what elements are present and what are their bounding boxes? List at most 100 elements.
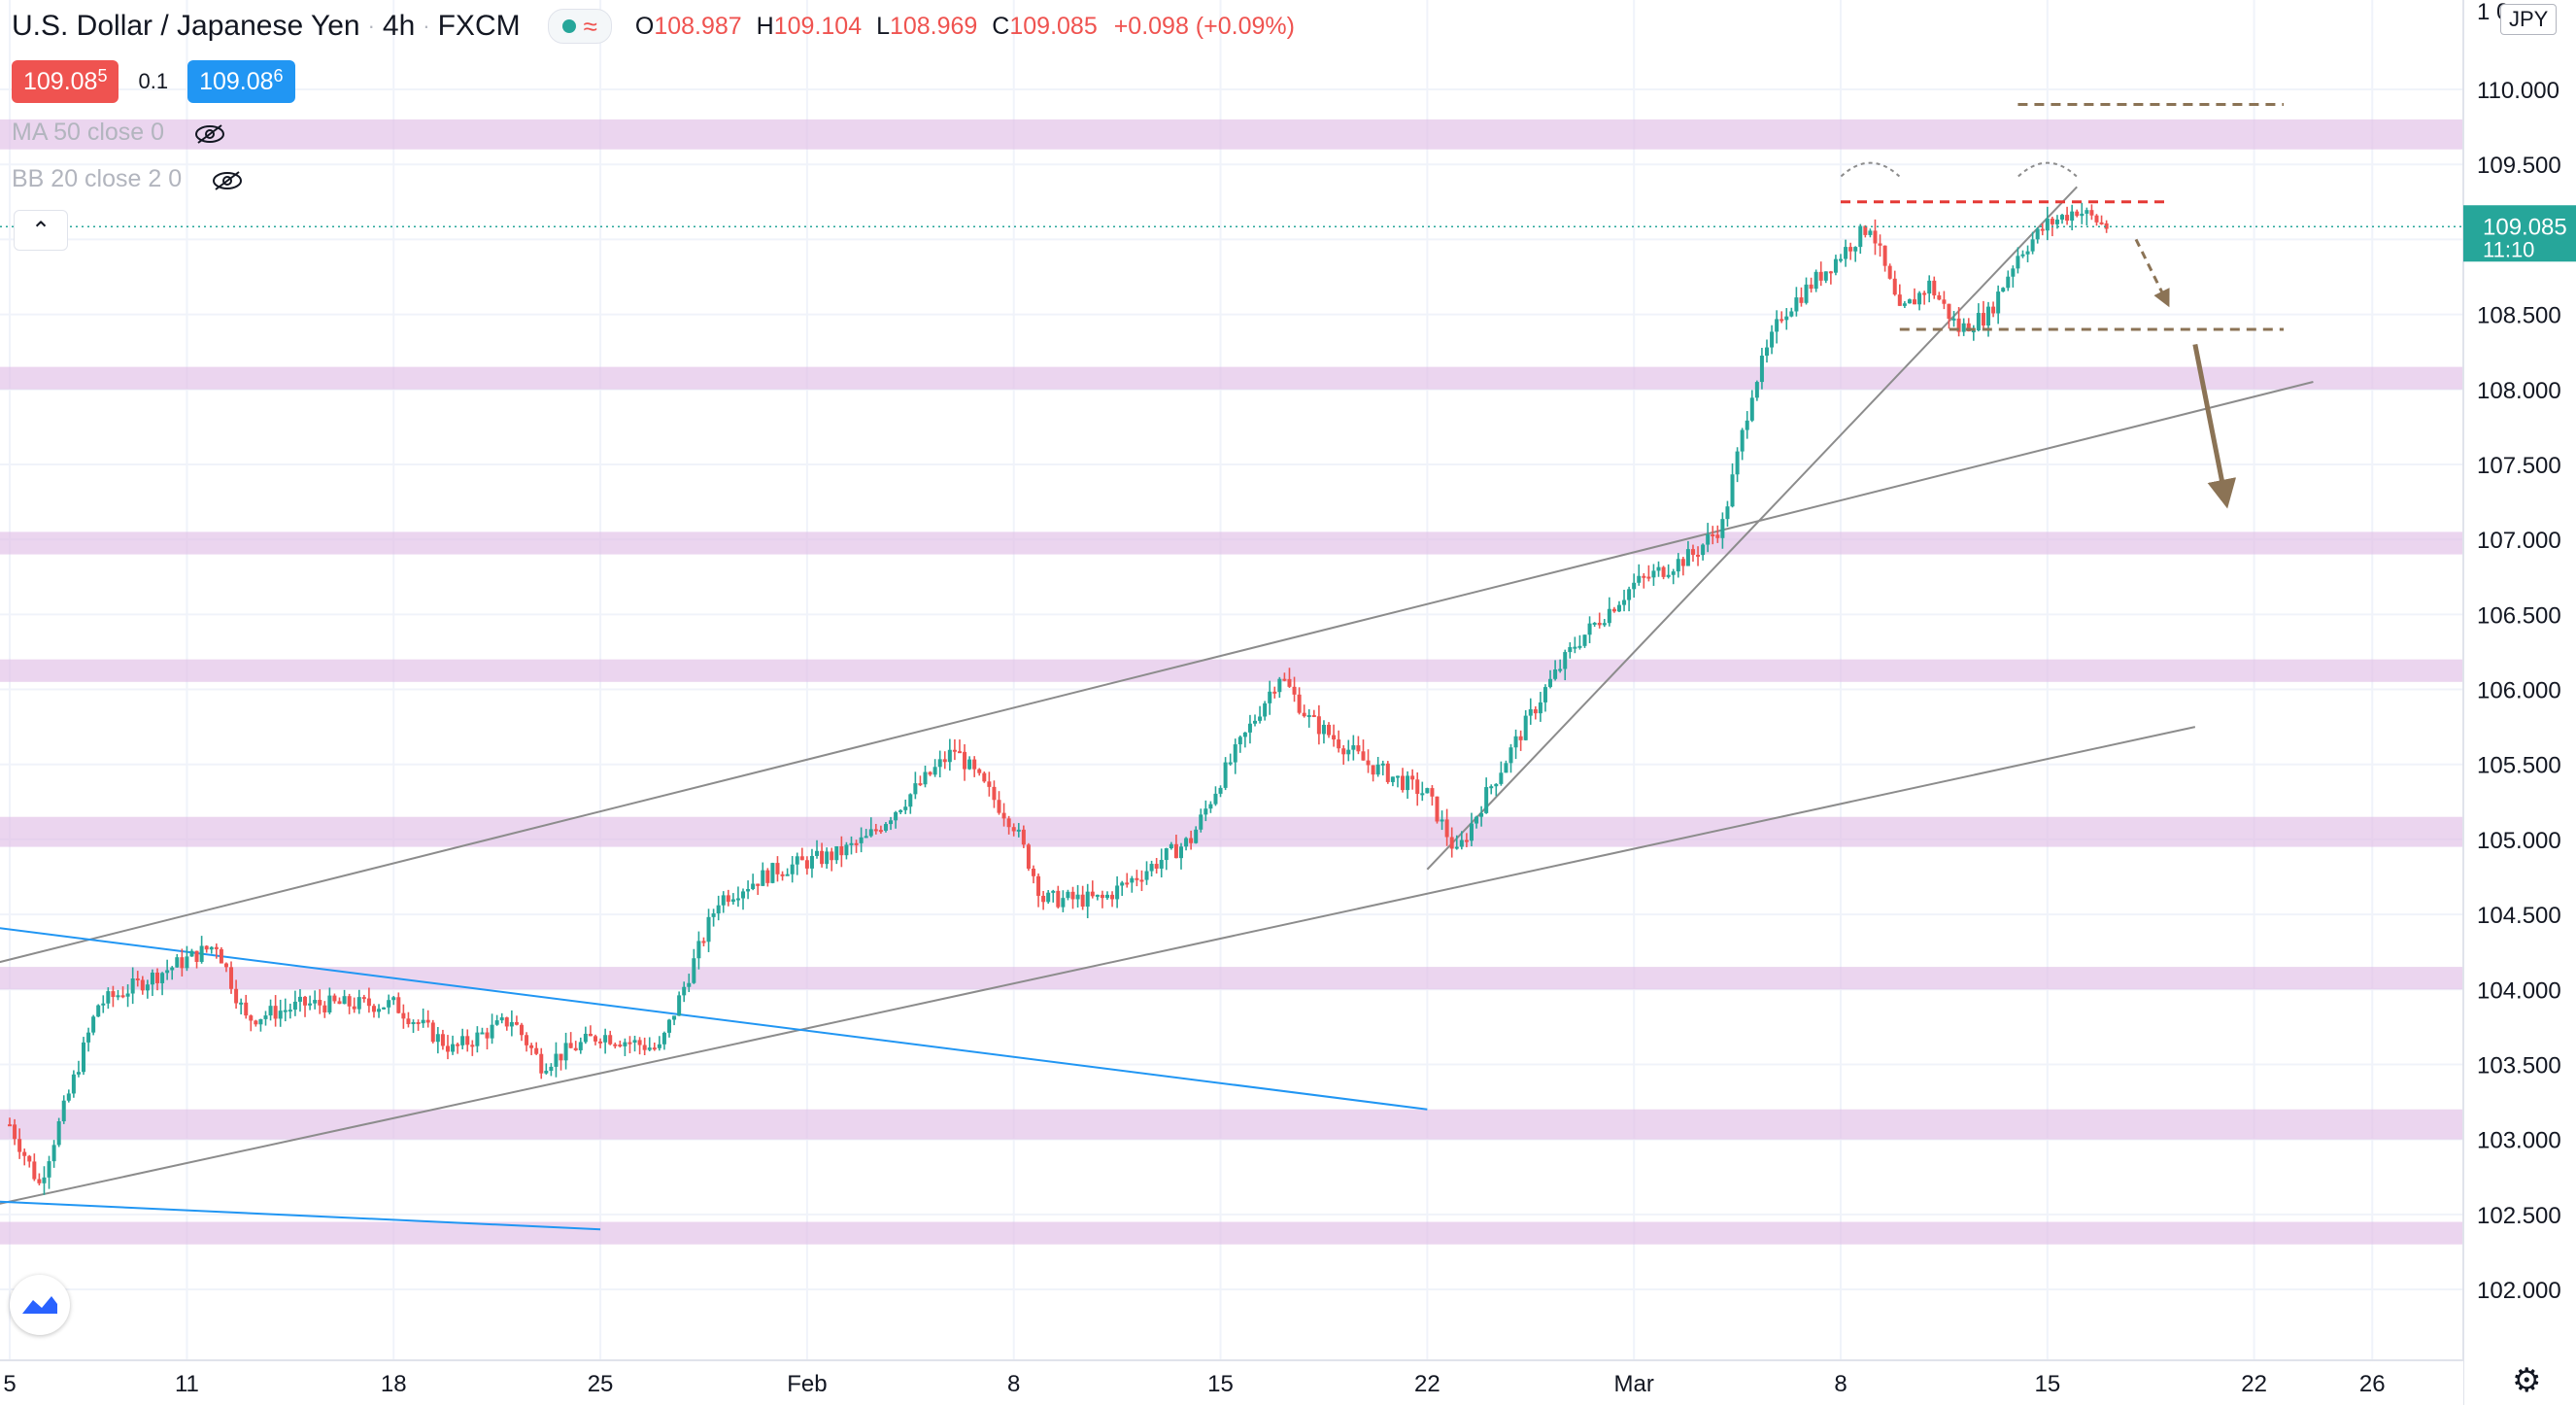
candle xyxy=(815,840,820,859)
candle xyxy=(2060,214,2065,224)
candle-body xyxy=(804,860,809,869)
candle xyxy=(1095,894,1100,901)
candle-body xyxy=(898,809,903,812)
currency-selector[interactable]: JPY xyxy=(2500,4,2558,35)
candle-body xyxy=(1882,245,1887,266)
buy-button[interactable]: 109.08 6 xyxy=(187,60,295,103)
candle xyxy=(1878,234,1882,257)
candle xyxy=(716,895,721,921)
candle-body xyxy=(396,997,401,1013)
candle xyxy=(1892,270,1897,296)
candle xyxy=(928,771,932,776)
candle xyxy=(1006,815,1011,835)
y-tick-label: 106.000 xyxy=(2477,678,2561,704)
candle-body xyxy=(391,997,396,1001)
candle xyxy=(1868,228,1873,238)
candle-body xyxy=(1139,879,1144,882)
candle xyxy=(13,1118,17,1146)
chevron-up-icon: ⌃ xyxy=(30,217,51,244)
candle xyxy=(525,1032,529,1052)
candle-body xyxy=(135,978,140,981)
candle xyxy=(1125,873,1130,888)
candle-body xyxy=(1690,549,1695,555)
candle xyxy=(1651,564,1656,586)
candle xyxy=(396,992,401,1014)
candle xyxy=(249,1014,254,1032)
sell-button[interactable]: 109.08 5 xyxy=(12,60,119,103)
candle xyxy=(1425,787,1430,794)
projection-arrow xyxy=(2192,343,2237,509)
candle-body xyxy=(1749,397,1754,421)
candle xyxy=(761,862,765,886)
y-tick-label: 102.500 xyxy=(2477,1203,2561,1229)
candle xyxy=(854,840,859,853)
candle xyxy=(1194,826,1199,844)
candle-body xyxy=(1327,724,1332,736)
candle xyxy=(1282,672,1287,682)
candle xyxy=(1159,848,1164,878)
candle xyxy=(1611,606,1616,613)
candle-body xyxy=(1469,823,1474,841)
candle-body xyxy=(573,1047,578,1050)
collapse-legend-button[interactable]: ⌃ xyxy=(14,210,68,251)
hidden-eye-icon[interactable] xyxy=(211,170,244,190)
candle xyxy=(544,1063,549,1075)
x-tick-label: Feb xyxy=(787,1371,827,1397)
candle xyxy=(1548,669,1553,689)
interval-label[interactable]: 4h xyxy=(382,10,416,42)
candle-body xyxy=(76,1072,81,1075)
candle xyxy=(199,936,204,964)
candle xyxy=(1332,724,1337,747)
candle xyxy=(627,1036,632,1054)
candle xyxy=(1051,889,1056,903)
indicator-ma[interactable]: MA 50 close 0 xyxy=(12,119,226,147)
candle xyxy=(1302,704,1306,718)
candle-body xyxy=(908,794,913,807)
candle-body xyxy=(1927,280,1932,294)
candle xyxy=(1942,291,1947,310)
candle xyxy=(603,1028,608,1054)
indicator-bb[interactable]: BB 20 close 2 0 xyxy=(12,165,244,193)
candle xyxy=(2025,245,2030,262)
candle xyxy=(1292,676,1297,702)
candle xyxy=(1932,276,1937,299)
candle-body xyxy=(1740,429,1745,452)
candle xyxy=(165,959,170,980)
time-axis-bg xyxy=(0,1360,2463,1405)
x-tick-label: 15 xyxy=(1207,1371,1234,1397)
candle-body xyxy=(1809,284,1813,290)
candle xyxy=(185,945,189,972)
candle-body xyxy=(1991,306,1996,314)
candle-body xyxy=(1430,788,1435,797)
symbol-title[interactable]: U.S. Dollar / Japanese Yen xyxy=(12,10,360,42)
candle-body xyxy=(637,1040,642,1045)
candle-body xyxy=(1287,678,1292,687)
candle-body xyxy=(480,1032,485,1035)
candle xyxy=(711,908,716,927)
market-status-pill[interactable]: ≈ xyxy=(547,9,612,44)
hidden-eye-icon[interactable] xyxy=(193,123,226,144)
candle xyxy=(1380,760,1385,776)
settings-gear-icon[interactable]: ⚙ xyxy=(2512,1362,2542,1399)
candle-body xyxy=(1784,316,1789,321)
candle-body xyxy=(347,996,352,1007)
candle xyxy=(1401,768,1406,793)
candle xyxy=(1902,300,1907,308)
candle xyxy=(519,1022,524,1042)
candle xyxy=(839,836,844,868)
candle xyxy=(416,1019,421,1031)
candle xyxy=(661,1031,666,1050)
candle xyxy=(116,989,120,1001)
candle-body xyxy=(1518,736,1523,740)
tradingview-logo-icon[interactable] xyxy=(10,1275,70,1335)
candle xyxy=(1533,705,1538,720)
candle xyxy=(1971,325,1976,341)
candle-body xyxy=(1494,783,1499,787)
candle xyxy=(1804,277,1809,305)
candle xyxy=(430,1019,435,1044)
candle xyxy=(1356,736,1361,755)
candle-body xyxy=(554,1053,559,1067)
candle-body xyxy=(942,759,947,763)
candle-body xyxy=(1233,744,1237,763)
